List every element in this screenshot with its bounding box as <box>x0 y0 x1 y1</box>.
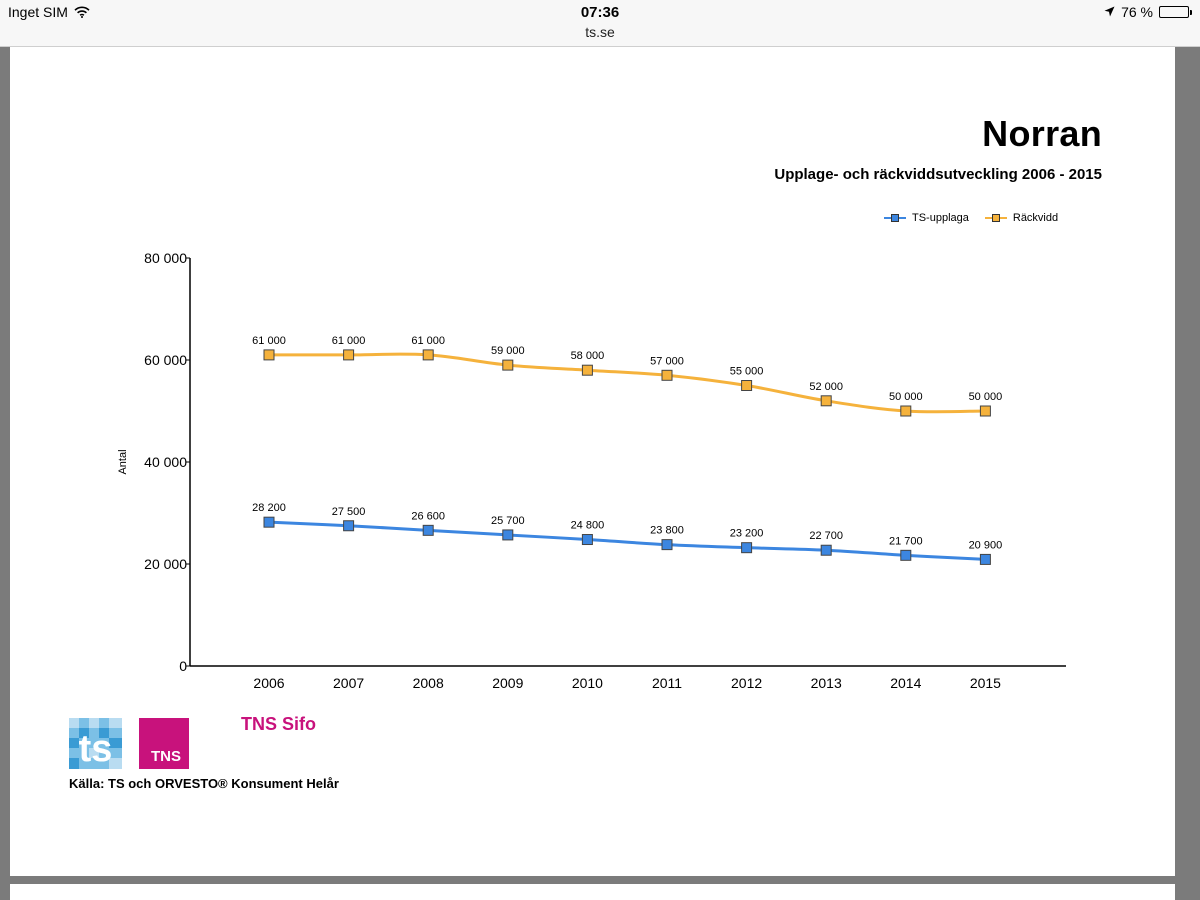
data-point-rackvidd <box>581 364 593 376</box>
series-line-ts-upplaga <box>268 520 986 561</box>
data-label-rackvidd: 57 000 <box>650 355 684 367</box>
data-point-rackvidd <box>422 349 434 361</box>
status-left: Inget SIM <box>8 4 90 20</box>
data-point-rackvidd <box>900 405 912 417</box>
data-point-rackvidd <box>661 369 673 381</box>
data-point-ts-upplaga <box>741 542 753 554</box>
ts-logo: ts <box>69 718 122 770</box>
location-arrow-icon <box>1104 4 1115 20</box>
data-label-ts-upplaga: 23 800 <box>650 525 684 537</box>
y-tick-label: 80 000 <box>144 250 187 266</box>
y-axis-title: Antal <box>117 449 129 474</box>
data-label-ts-upplaga: 22 700 <box>809 530 843 542</box>
status-bar: Inget SIM 07:36 ts.se 76 % <box>0 0 1200 47</box>
data-label-ts-upplaga: 20 900 <box>969 539 1003 551</box>
tns-logo-text: TNS <box>151 748 181 765</box>
battery-percent: 76 % <box>1121 4 1153 20</box>
data-point-ts-upplaga <box>502 529 514 541</box>
data-label-ts-upplaga: 23 200 <box>730 528 764 540</box>
data-point-ts-upplaga <box>581 534 593 546</box>
data-label-rackvidd: 50 000 <box>969 391 1003 403</box>
data-point-ts-upplaga <box>900 549 912 561</box>
legend-label-ts-upplaga: TS-upplaga <box>912 212 969 224</box>
data-label-rackvidd: 61 000 <box>332 335 366 347</box>
data-point-ts-upplaga <box>820 544 832 556</box>
wifi-icon <box>74 6 90 18</box>
data-point-ts-upplaga <box>343 520 355 532</box>
data-label-rackvidd: 61 000 <box>411 335 445 347</box>
data-point-ts-upplaga <box>661 539 673 551</box>
tns-logo: TNS <box>139 718 189 769</box>
page-viewer[interactable] <box>0 47 1200 900</box>
data-label-rackvidd: 52 000 <box>809 381 843 393</box>
chart-subtitle: Upplage- och räckviddsutveckling 2006 - … <box>774 166 1102 183</box>
x-tick-label: 2008 <box>413 675 444 691</box>
battery-icon <box>1159 6 1192 18</box>
x-tick-label: 2014 <box>890 675 921 691</box>
series-line-rackvidd <box>269 352 986 414</box>
data-point-rackvidd <box>343 349 355 361</box>
status-right: 76 % <box>1104 4 1192 20</box>
legend-swatch-ts-upplaga <box>884 213 906 223</box>
x-tick-label: 2007 <box>333 675 364 691</box>
chart-title: Norran <box>982 113 1102 154</box>
clock: 07:36 <box>580 4 620 21</box>
data-label-ts-upplaga: 21 700 <box>889 535 923 547</box>
next-document-page[interactable] <box>10 884 1175 900</box>
data-point-rackvidd <box>502 359 514 371</box>
data-point-rackvidd <box>741 380 753 391</box>
x-tick-label: 2011 <box>652 675 682 691</box>
data-label-ts-upplaga: 27 500 <box>332 506 366 518</box>
chart-legend: TS-upplaga Räckvidd <box>884 212 1058 224</box>
data-label-rackvidd: 59 000 <box>491 345 525 357</box>
y-tick-label: 40 000 <box>144 454 187 470</box>
legend-item-ts-upplaga: TS-upplaga <box>884 212 969 224</box>
data-label-ts-upplaga: 25 700 <box>491 515 525 527</box>
x-tick-label: 2013 <box>811 675 842 691</box>
y-tick-label: 60 000 <box>144 352 187 368</box>
data-point-ts-upplaga <box>422 524 434 536</box>
y-tick-label: 0 <box>179 658 187 674</box>
x-tick-label: 2015 <box>970 675 1001 691</box>
x-tick-label: 2010 <box>572 675 603 691</box>
data-point-rackvidd <box>820 395 832 407</box>
data-point-ts-upplaga <box>979 553 991 565</box>
document-page <box>10 47 1175 876</box>
ts-logo-text: ts <box>79 728 113 769</box>
carrier-label: Inget SIM <box>8 4 68 20</box>
tns-sifo-logo: TNS Sifo <box>241 714 316 734</box>
x-tick-label: 2012 <box>731 675 762 691</box>
legend-swatch-rackvidd <box>984 213 1007 223</box>
data-label-ts-upplaga: 24 800 <box>571 520 605 532</box>
legend-item-rackvidd: Räckvidd <box>984 212 1059 224</box>
legend-label-rackvidd: Räckvidd <box>1012 212 1059 224</box>
data-point-rackvidd <box>979 405 991 417</box>
data-point-ts-upplaga <box>263 516 275 528</box>
address-bar-url[interactable]: ts.se <box>585 24 615 40</box>
data-label-rackvidd: 55 000 <box>730 366 764 378</box>
x-tick-label: 2009 <box>492 675 523 691</box>
data-label-rackvidd: 50 000 <box>889 391 923 403</box>
data-label-rackvidd: 61 000 <box>252 335 286 347</box>
x-tick-label: 2006 <box>253 675 284 691</box>
data-label-rackvidd: 58 000 <box>571 350 605 362</box>
data-label-ts-upplaga: 26 600 <box>411 510 445 522</box>
y-tick-label: 20 000 <box>144 556 187 572</box>
data-label-ts-upplaga: 28 200 <box>252 502 286 514</box>
source-note: Källa: TS och ORVESTO® Konsument Helår <box>69 776 339 791</box>
data-point-rackvidd <box>263 349 275 361</box>
